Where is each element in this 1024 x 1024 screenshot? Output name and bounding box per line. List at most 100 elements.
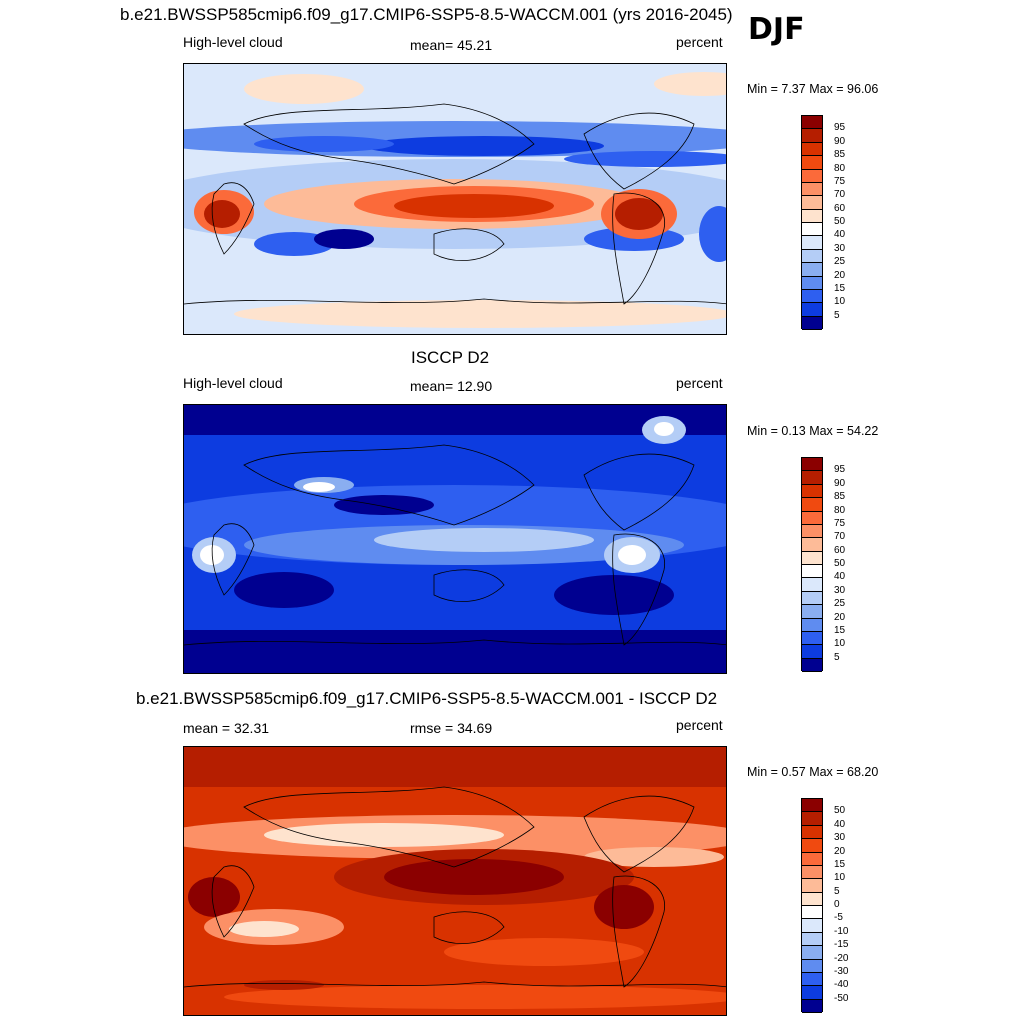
colorbar-swatch (802, 972, 822, 987)
colorbar-tick-label: 60 (834, 544, 846, 556)
colorbar-tick-label: 0 (834, 899, 840, 910)
colorbar-tick-label: 25 (834, 598, 846, 610)
colorbar-tick-label: 10 (834, 296, 846, 308)
colorbar-swatch (802, 839, 822, 853)
colorbar-swatch (802, 605, 822, 619)
colorbar-swatch (802, 263, 822, 277)
colorbar-swatch (802, 799, 822, 813)
colorbar-tick-label: 5 (834, 651, 840, 663)
colorbar-swatch (802, 142, 822, 157)
colorbar-swatch (802, 289, 822, 304)
panel-1-units-label: percent (676, 34, 723, 50)
colorbar-swatch (802, 645, 822, 659)
colorbar-tick-label: 15 (834, 282, 846, 294)
colorbar-tick-label: 75 (834, 517, 846, 529)
colorbar-tick-label: 70 (834, 531, 846, 543)
colorbar-swatch (802, 511, 822, 525)
colorbar-tick-label: 80 (834, 162, 846, 174)
colorbar-swatch (802, 498, 822, 512)
colorbar-swatch (802, 538, 822, 552)
colorbar-tick-label: 90 (834, 477, 846, 489)
colorbar-tick-label: -50 (834, 992, 849, 1004)
colorbar-swatch (802, 986, 822, 1000)
colorbar-swatch (802, 471, 822, 485)
colorbar-tick-label: 80 (834, 504, 846, 516)
colorbar-tick-label: 30 (834, 584, 846, 596)
panel-3-map (183, 746, 727, 1016)
colorbar-swatch (802, 919, 822, 933)
panel-2-min-max: Min = 0.13 Max = 54.22 (747, 424, 879, 438)
colorbar-tick-label: 5 (834, 885, 840, 897)
colorbar-swatch (802, 906, 822, 920)
colorbar-swatch (802, 551, 822, 565)
colorbar-tick-label: -15 (834, 939, 849, 951)
panel-2-map (183, 404, 727, 674)
colorbar-tick-label: -40 (834, 979, 849, 991)
panel-1-title: b.e21.BWSSP585cmip6.f09_g17.CMIP6-SSP5-8… (120, 5, 733, 24)
colorbar-tick-label: 70 (834, 189, 846, 201)
colorbar-swatch (802, 658, 822, 672)
panel-3-units-label: percent (676, 717, 723, 733)
panel-1-min-max: Min = 7.37 Max = 96.06 (747, 82, 879, 96)
colorbar-swatch (802, 578, 822, 592)
colorbar-swatch (802, 825, 822, 840)
colorbar-tick-label: 50 (834, 216, 846, 227)
panel-3-map-field (184, 747, 726, 1015)
panel-2-colorbar-swatches (801, 457, 823, 672)
colorbar-swatch (802, 865, 822, 880)
colorbar-tick-label: 95 (834, 122, 846, 134)
colorbar-tick-label: 30 (834, 242, 846, 254)
colorbar-tick-label: 90 (834, 135, 846, 147)
colorbar-tick-label: 75 (834, 175, 846, 187)
colorbar-tick-label: -5 (834, 912, 843, 924)
colorbar-swatch (802, 812, 822, 826)
panel-3-rmse-label: rmse = 34.69 (410, 720, 493, 736)
panel-2-map-field (184, 405, 726, 673)
panel-2-units-label: percent (676, 375, 723, 391)
colorbar-swatch (802, 852, 822, 866)
colorbar-tick-label: 85 (834, 491, 846, 503)
colorbar-swatch (802, 631, 822, 646)
colorbar-tick-label: 25 (834, 256, 846, 268)
colorbar-tick-label: 50 (834, 805, 846, 817)
panel-3-title: b.e21.BWSSP585cmip6.f09_g17.CMIP6-SSP5-8… (136, 689, 718, 708)
colorbar-tick-label: 50 (834, 558, 846, 569)
colorbar-swatch (802, 182, 822, 197)
colorbar-tick-label: 85 (834, 149, 846, 161)
colorbar-swatch (802, 129, 822, 143)
colorbar-tick-label: 15 (834, 858, 846, 870)
colorbar-tick-label: 5 (834, 309, 840, 321)
colorbar-swatch (802, 591, 822, 606)
colorbar-tick-label: 20 (834, 845, 846, 857)
panel-2-title: ISCCP D2 (411, 348, 490, 367)
panel-3-min-max: Min = 0.57 Max = 68.20 (747, 765, 879, 779)
colorbar-swatch (802, 959, 822, 973)
colorbar-tick-label: 40 (834, 571, 846, 583)
colorbar-swatch (802, 892, 822, 906)
colorbar-swatch (802, 618, 822, 632)
colorbar-tick-label: 10 (834, 638, 846, 650)
colorbar-swatch (802, 946, 822, 960)
colorbar-swatch (802, 196, 822, 210)
colorbar-swatch (802, 524, 822, 539)
colorbar-swatch (802, 879, 822, 893)
panel-1-colorbar-swatches (801, 115, 823, 330)
colorbar-tick-label: 10 (834, 872, 846, 884)
colorbar-tick-label: 40 (834, 229, 846, 241)
panel-2-variable-label: High-level cloud (183, 375, 283, 391)
colorbar-swatch (802, 249, 822, 264)
panel-1-map (183, 63, 727, 335)
colorbar-swatch (802, 236, 822, 250)
panel-3-colorbar-swatches (801, 798, 823, 1013)
panel-1-map-field (184, 64, 726, 334)
colorbar-swatch (802, 156, 822, 170)
colorbar-swatch (802, 565, 822, 579)
colorbar-swatch (802, 303, 822, 317)
colorbar-tick-label: -10 (834, 925, 849, 937)
colorbar-swatch (802, 169, 822, 183)
panel-1-variable-label: High-level cloud (183, 34, 283, 50)
colorbar-tick-label: 15 (834, 624, 846, 636)
season-label: DJF (748, 12, 805, 47)
colorbar-swatch (802, 209, 822, 223)
colorbar-tick-label: 20 (834, 269, 846, 281)
